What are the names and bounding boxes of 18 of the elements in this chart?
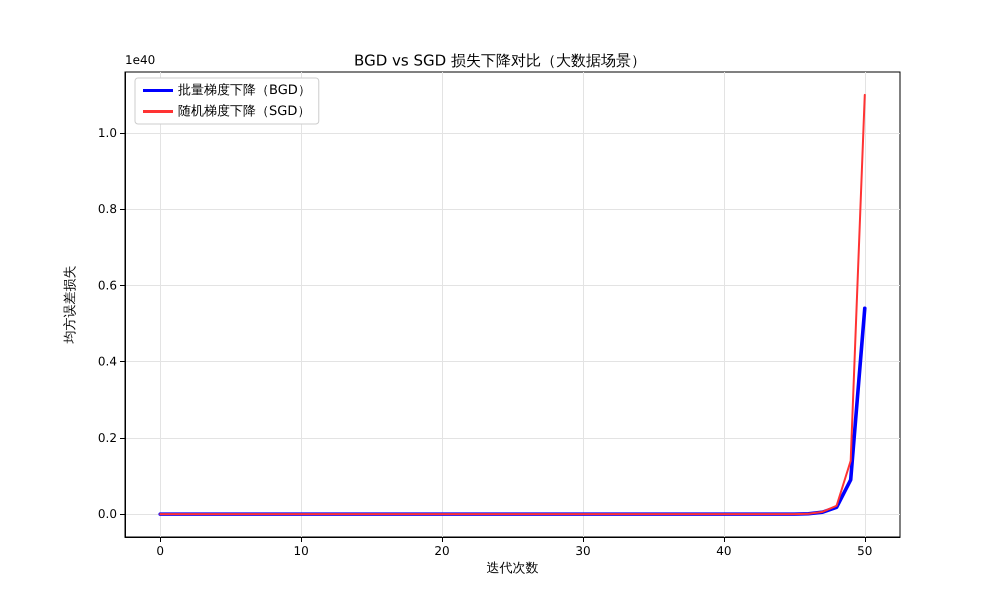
x-tick-label: 0 <box>156 544 164 558</box>
y-tick-label: 0.4 <box>98 354 117 369</box>
y-tick-label: 0.2 <box>98 430 117 445</box>
text: 1e40 <box>125 53 156 67</box>
legend-label: 批量梯度下降（BGD） <box>178 82 311 98</box>
x-tick-label: 20 <box>434 544 450 558</box>
y-tick-label: 1.0 <box>98 126 117 140</box>
x-tick-label: 30 <box>575 544 591 558</box>
x-tick-label: 10 <box>293 544 309 558</box>
x-tick-label: 40 <box>716 544 732 558</box>
y-tick-label: 0.0 <box>98 507 117 522</box>
x-axis-title: 迭代次数 <box>486 561 538 576</box>
y-axis-title: 均方误差损失 <box>62 266 78 344</box>
y-tick-label: 0.6 <box>98 278 117 292</box>
chart-title: BGD vs SGD 损失下降对比（大数据场景） <box>354 52 646 70</box>
legend-label: 随机梯度下降（SGD） <box>178 103 310 119</box>
x-tick-label: 50 <box>857 544 872 558</box>
y-tick-label: 0.8 <box>98 202 117 216</box>
